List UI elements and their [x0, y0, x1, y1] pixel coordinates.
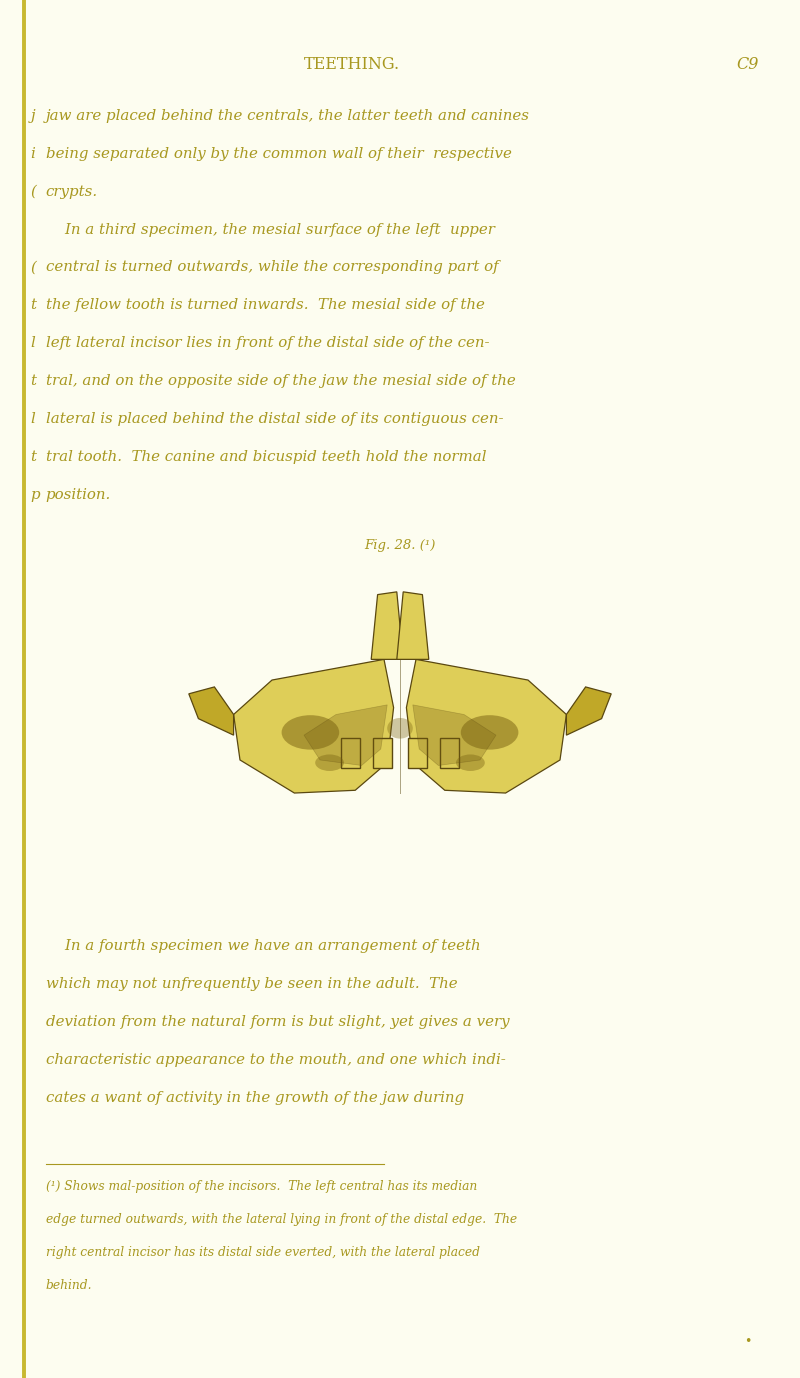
- Text: the fellow tooth is turned inwards.  The mesial side of the: the fellow tooth is turned inwards. The …: [46, 299, 485, 313]
- Polygon shape: [189, 686, 234, 736]
- Text: behind.: behind.: [46, 1279, 92, 1291]
- Ellipse shape: [315, 755, 344, 772]
- Text: (: (: [30, 185, 36, 198]
- Text: (: (: [30, 260, 36, 274]
- Text: C9: C9: [737, 56, 759, 73]
- FancyBboxPatch shape: [440, 739, 459, 769]
- Polygon shape: [371, 593, 403, 660]
- Text: which may not unfrequently be seen in the adult.  The: which may not unfrequently be seen in th…: [46, 977, 458, 991]
- Text: Fig. 28. (¹): Fig. 28. (¹): [364, 540, 436, 553]
- Text: edge turned outwards, with the lateral lying in front of the distal edge.  The: edge turned outwards, with the lateral l…: [46, 1213, 517, 1225]
- Text: tral tooth.  The canine and bicuspid teeth hold the normal: tral tooth. The canine and bicuspid teet…: [46, 451, 486, 464]
- FancyBboxPatch shape: [408, 739, 427, 769]
- Text: position.: position.: [46, 488, 111, 502]
- Text: j: j: [30, 109, 35, 123]
- Text: tral, and on the opposite side of the jaw the mesial side of the: tral, and on the opposite side of the ja…: [46, 375, 515, 389]
- Text: (¹) Shows mal-position of the incisors.  The left central has its median: (¹) Shows mal-position of the incisors. …: [46, 1180, 477, 1192]
- Text: In a fourth specimen we have an arrangement of teeth: In a fourth specimen we have an arrangem…: [46, 940, 480, 954]
- Ellipse shape: [456, 755, 485, 772]
- Polygon shape: [406, 660, 566, 794]
- Text: In a third specimen, the mesial surface of the left  upper: In a third specimen, the mesial surface …: [46, 223, 494, 237]
- FancyBboxPatch shape: [373, 739, 392, 769]
- Text: crypts.: crypts.: [46, 185, 98, 198]
- Polygon shape: [413, 706, 496, 766]
- Text: left lateral incisor lies in front of the distal side of the cen-: left lateral incisor lies in front of th…: [46, 336, 490, 350]
- FancyBboxPatch shape: [341, 739, 360, 769]
- Text: l: l: [30, 336, 35, 350]
- Text: jaw are placed behind the centrals, the latter teeth and canines: jaw are placed behind the centrals, the …: [46, 109, 530, 123]
- Text: •: •: [744, 1335, 752, 1348]
- Polygon shape: [304, 706, 387, 766]
- Text: lateral is placed behind the distal side of its contiguous cen-: lateral is placed behind the distal side…: [46, 412, 503, 426]
- Polygon shape: [566, 686, 611, 736]
- Text: being separated only by the common wall of their  respective: being separated only by the common wall …: [46, 147, 511, 161]
- Text: l: l: [30, 412, 35, 426]
- Text: i: i: [30, 147, 35, 161]
- Text: p: p: [30, 488, 40, 502]
- Text: t: t: [30, 375, 37, 389]
- Ellipse shape: [461, 715, 518, 750]
- Polygon shape: [234, 660, 394, 794]
- Text: cates a want of activity in the growth of the jaw during: cates a want of activity in the growth o…: [46, 1091, 464, 1105]
- Text: t: t: [30, 451, 37, 464]
- Polygon shape: [397, 593, 429, 660]
- Text: central is turned outwards, while the corresponding part of: central is turned outwards, while the co…: [46, 260, 498, 274]
- Ellipse shape: [387, 718, 413, 739]
- Text: deviation from the natural form is but slight, yet gives a very: deviation from the natural form is but s…: [46, 1014, 510, 1029]
- Text: right central incisor has its distal side everted, with the lateral placed: right central incisor has its distal sid…: [46, 1246, 480, 1258]
- Text: TEETHING.: TEETHING.: [304, 56, 400, 73]
- Text: t: t: [30, 299, 37, 313]
- Text: characteristic appearance to the mouth, and one which indi-: characteristic appearance to the mouth, …: [46, 1053, 506, 1067]
- Ellipse shape: [282, 715, 339, 750]
